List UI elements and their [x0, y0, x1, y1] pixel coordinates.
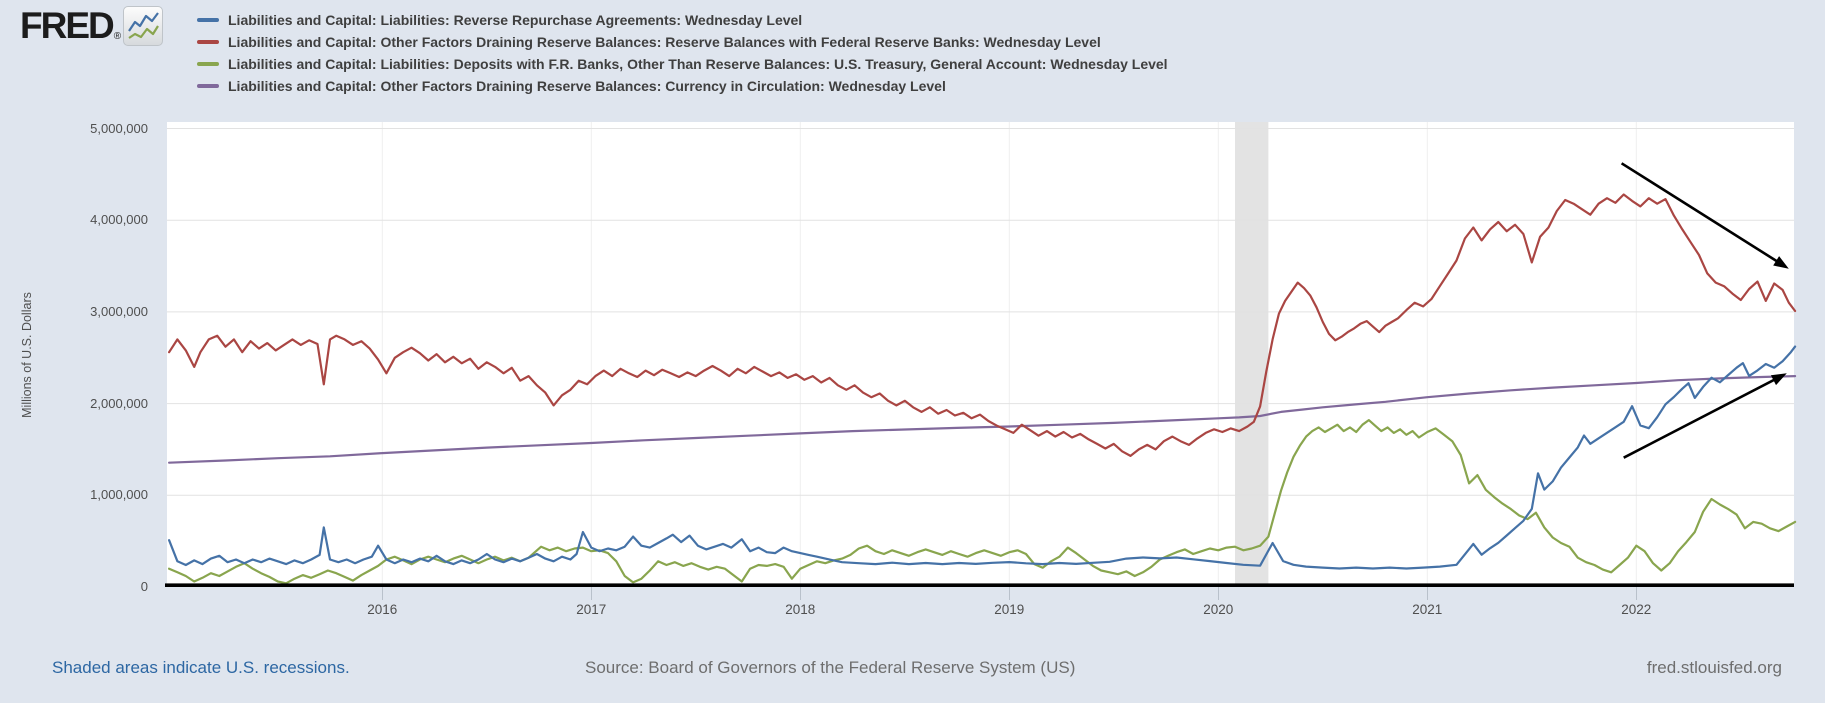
x-axis-line: [165, 583, 1794, 587]
x-tick-mark: [1008, 587, 1010, 600]
y-axis-title: Millions of U.S. Dollars: [20, 292, 34, 418]
legend-label: Liabilities and Capital: Other Factors D…: [228, 34, 1101, 50]
x-tick-label: 2022: [1621, 602, 1652, 617]
legend-item-reverse-repurchase-agreements[interactable]: Liabilities and Capital: Liabilities: Re…: [197, 9, 1168, 31]
y-tick-label: 1,000,000: [90, 487, 148, 503]
y-tick-label: 4,000,000: [90, 212, 148, 228]
legend-item-currency-in-circulation[interactable]: Liabilities and Capital: Other Factors D…: [197, 75, 1168, 97]
x-tick-mark: [590, 587, 592, 600]
fred-logo: FRED ®: [20, 5, 164, 46]
annotation-arrow-shaft: [1620, 162, 1783, 266]
x-tick-mark: [1635, 587, 1637, 600]
legend: Liabilities and Capital: Liabilities: Re…: [197, 9, 1168, 97]
legend-marker-currency-in-circulation: [197, 84, 219, 88]
series-line-currency-in-circulation[interactable]: [167, 375, 1797, 464]
x-tick-mark: [381, 587, 383, 600]
y-tick-label: 5,000,000: [90, 120, 148, 136]
site-text: fred.stlouisfed.org: [1646, 658, 1782, 677]
recession-note-link[interactable]: Shaded areas indicate U.S. recessions.: [52, 658, 350, 677]
x-tick-mark: [1217, 587, 1219, 600]
series-line-reserve-balances[interactable]: [167, 193, 1797, 457]
plot-area[interactable]: [165, 122, 1797, 587]
y-tick-label: 0: [140, 579, 148, 594]
x-tick-label: 2021: [1412, 602, 1443, 617]
registered-mark: ®: [113, 31, 122, 42]
x-tick-label: 2018: [785, 602, 816, 617]
legend-label: Liabilities and Capital: Liabilities: Re…: [228, 12, 803, 28]
legend-marker-treasury-general-account: [197, 62, 219, 66]
legend-label: Liabilities and Capital: Liabilities: De…: [228, 56, 1168, 72]
x-tick-mark: [799, 587, 801, 600]
legend-marker-reverse-repurchase-agreements: [197, 18, 219, 22]
annotation-arrow-head: [1770, 373, 1787, 386]
fred-logo-text: FRED: [20, 5, 115, 46]
y-tick-label: 3,000,000: [90, 303, 148, 319]
recession-band: [1235, 122, 1269, 587]
series-line-reverse-repurchase-agreements[interactable]: [167, 345, 1797, 570]
legend-item-reserve-balances[interactable]: Liabilities and Capital: Other Factors D…: [197, 31, 1168, 53]
x-tick-label: 2019: [994, 602, 1025, 617]
x-tick-label: 2020: [1203, 602, 1234, 617]
legend-item-treasury-general-account[interactable]: Liabilities and Capital: Liabilities: De…: [197, 53, 1168, 75]
x-tick-label: 2016: [367, 602, 398, 617]
line-chart-icon: [123, 6, 164, 46]
legend-label: Liabilities and Capital: Other Factors D…: [228, 78, 946, 94]
legend-marker-reserve-balances: [197, 40, 219, 44]
x-tick-mark: [1426, 587, 1428, 600]
source-text: Source: Board of Governors of the Federa…: [585, 658, 1076, 677]
chart-svg: [165, 122, 1797, 587]
annotation-arrow-head: [1773, 256, 1789, 269]
annotation-arrow-shaft: [1623, 375, 1781, 459]
series-line-treasury-general-account[interactable]: [167, 419, 1797, 585]
y-tick-label: 2,000,000: [90, 395, 148, 411]
x-tick-label: 2017: [576, 602, 607, 617]
